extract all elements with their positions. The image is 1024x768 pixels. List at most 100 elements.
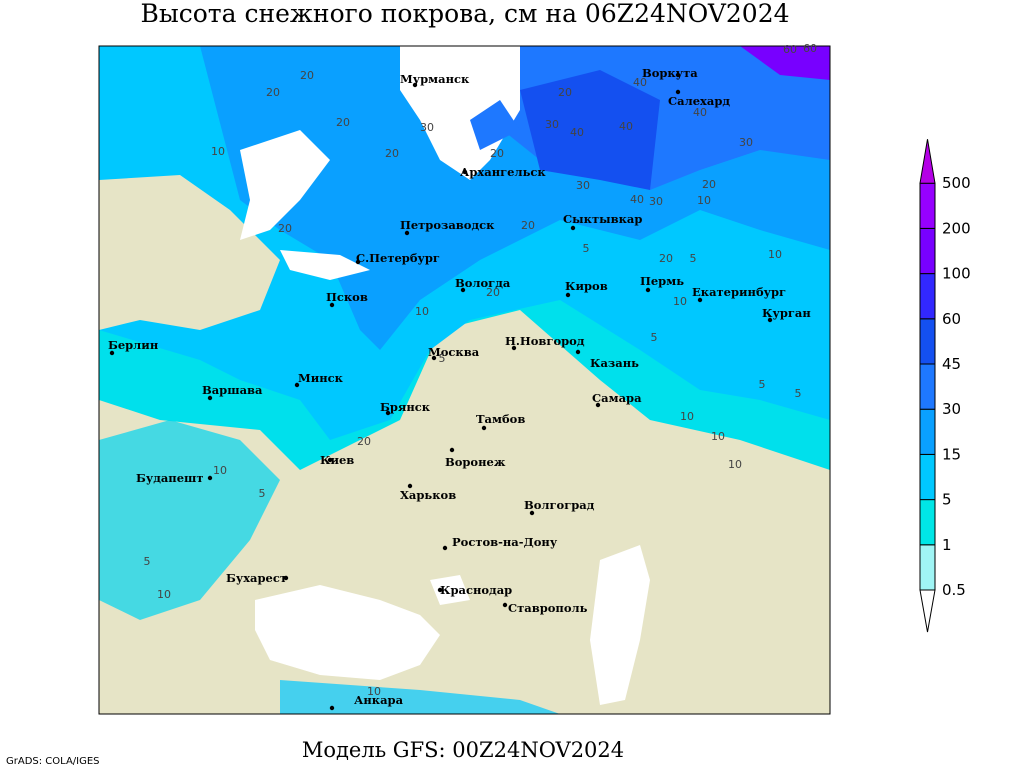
colorbar-segment [919,273,936,320]
map-labels: Мурманск Воркута Салехард Архангельск Петроз… [108,42,817,711]
contour-label: 30 [420,121,434,134]
contour-label: 5 [439,352,446,365]
city-dot [767,317,773,323]
city-label: Ставрополь [508,601,588,615]
contour-label: 20 [278,222,292,235]
city-dot [412,82,418,88]
city-label: Бухарест [226,571,287,585]
map-frame [98,45,831,715]
city-dot [407,483,413,489]
colorbar-segment [919,408,936,455]
contour-label: 40 [619,120,633,133]
city-dot [675,72,681,78]
city-label: Мурманск [400,72,470,86]
city-dot [294,382,300,388]
city-label: Петрозаводск [400,218,495,232]
contour-label: 20 [357,435,371,448]
city-label: Казань [590,356,639,370]
contour-label: 20 [702,178,716,191]
colorbar-label: 45 [942,355,961,373]
contour-label: 30 [576,179,590,192]
map [99,46,830,714]
colorbar-label: 200 [942,219,971,237]
colorbar-segment [919,544,936,591]
city-dot [575,349,581,355]
city-label: Будапешт [136,471,204,485]
city-dot [460,287,466,293]
city-dot [481,425,487,431]
contour-label: 40 [693,106,707,119]
colorbar-label: 100 [942,265,971,283]
city-dot [329,302,335,308]
contour-label: 10 [728,458,742,471]
contour-label: 10 [211,145,225,158]
contour-label: 10 [673,295,687,308]
city-dot [595,402,601,408]
contour-label: 10 [697,194,711,207]
contour-label: 40 [633,76,647,89]
contour-label: 20 [266,86,280,99]
contour-label: 5 [583,242,590,255]
colorbar-over [919,139,936,184]
colorbar-label: 60 [942,310,961,328]
colorbar-label: 5 [942,491,952,509]
colorbar-label: 15 [942,445,961,463]
city-label: Самара [592,391,642,405]
city-label: Салехард [668,94,730,108]
city-dot [355,259,361,265]
contour-label: 30 [739,136,753,149]
city-dot [529,510,535,516]
city-dot [431,355,437,361]
contour-label: 60 [803,42,817,55]
city-dot [565,292,571,298]
contour-label: 20 [558,86,572,99]
city-label: Воронеж [445,455,506,469]
city-dot [327,457,333,463]
contour-label: 40 [570,126,584,139]
contour-label: 5 [144,555,151,568]
contour-label: 40 [630,193,644,206]
contour-label: 5 [795,387,802,400]
colorbar-segment [919,182,936,229]
city-label: Анкара [354,693,404,707]
city-dot [207,395,213,401]
city-label: Воркута [642,66,698,80]
city-label: Екатеринбург [692,285,786,299]
contour-label: 20 [300,69,314,82]
contour-label: 20 [336,116,350,129]
city-dot [462,169,468,175]
city-label: Тамбов [476,412,525,426]
city-label: Псков [326,290,368,304]
contour-label: 10 [415,305,429,318]
city-dot [329,705,335,711]
city-label: Харьков [400,488,456,502]
city-label: Киров [565,279,608,293]
colorbar-label: 1 [942,536,952,554]
colorbar-segment [919,227,936,275]
city-label: Волгоград [524,498,595,512]
city-dot [449,447,455,453]
contour-label: 10 [768,248,782,261]
city-dot [511,345,517,351]
city-label: Варшава [202,383,263,397]
city-dot [207,475,213,481]
city-label: Ростов-на-Дону [452,535,558,549]
contour-label: 30 [649,195,663,208]
contour-label: 20 [659,252,673,265]
city-dot [645,287,651,293]
city-label: Москва [428,345,480,359]
contour-label: 10 [157,588,171,601]
contour-label: 5 [759,378,766,391]
colorbar-segment [919,499,936,546]
contour-label: 5 [690,252,697,265]
city-label: Архангельск [460,165,546,179]
contour-label: 10 [367,685,381,698]
city-label: Сыктывкар [563,212,642,226]
contour-label: 60 [783,43,797,56]
contour-label: 5 [259,487,266,500]
city-label: Киев [320,453,354,467]
contour-label: 10 [680,410,694,423]
colorbar-label: 0.5 [942,581,966,599]
contour-label: 20 [490,147,504,160]
